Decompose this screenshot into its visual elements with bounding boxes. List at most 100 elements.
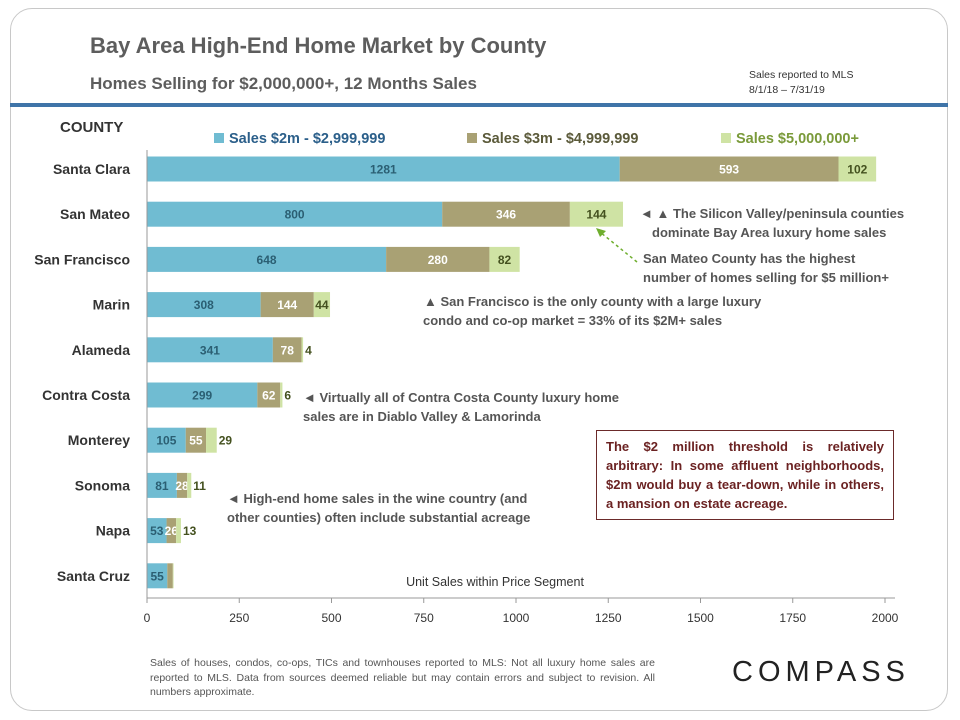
mls-note-line1: Sales reported to MLS [749,69,854,81]
bar-alameda-series-3 [301,337,304,363]
bar-san-mateo-series-1 [147,201,443,227]
data-label-napa-series-1: 53 [150,524,164,538]
annotation-sf-line-1: ▲ San Francisco is the only county with … [424,294,762,309]
bar-napa-series-3 [176,518,181,544]
category-label-san-francisco: San Francisco [34,251,130,267]
legend-swatch-3 [721,133,731,143]
legend-label-2: Sales $3m - $4,999,999 [482,131,638,147]
bar-santa-clara-series-3 [838,156,877,182]
compass-logo: COMPASS [732,656,910,688]
annotation-wine-line-1: ◄ High-end home sales in the wine countr… [227,491,527,506]
x-tick-label: 0 [144,611,151,625]
bar-santa-cruz-series-1 [147,563,168,589]
data-label-contra-costa-series-1: 299 [192,389,212,403]
bar-sonoma-series-2 [176,472,188,498]
bar-san-francisco-series-2 [386,246,490,272]
data-label-san-francisco-series-3: 82 [498,253,512,267]
annotation-silicon-line-1: ◄ ▲ The Silicon Valley/peninsula countie… [640,206,904,221]
data-label-napa-series-3: 13 [183,524,197,538]
legend-label-1: Sales $2m - $2,999,999 [229,131,385,147]
bar-monterey-series-2 [185,427,207,453]
category-label-santa-cruz: Santa Cruz [57,568,130,584]
bar-sonoma-series-1 [147,472,177,498]
category-label-sonoma: Sonoma [75,477,130,493]
data-label-alameda-series-2: 78 [281,343,295,357]
data-label-santa-clara-series-1: 1281 [370,163,397,177]
legend-label-3: Sales $5,000,000+ [736,131,859,147]
bar-monterey-series-3 [206,427,217,453]
category-label-santa-clara: Santa Clara [53,161,130,177]
bar-alameda-series-1 [147,337,273,363]
category-label-contra-costa: Contra Costa [42,387,130,403]
bar-sonoma-series-3 [187,472,192,498]
data-label-napa-series-2: 26 [165,524,179,538]
legend-swatch-1 [214,133,224,143]
san-mateo-arrowhead [596,228,606,237]
data-label-santa-cruz-series-1: 55 [150,569,164,583]
data-label-monterey-series-1: 105 [156,434,176,448]
chart-title: Bay Area High-End Home Market by County [90,33,547,58]
x-tick-label: 250 [229,611,249,625]
category-label-monterey: Monterey [68,432,130,448]
data-label-san-francisco-series-2: 280 [428,253,448,267]
bar-contra-costa-series-3 [280,382,283,408]
header-divider [10,103,948,107]
data-label-alameda-series-1: 341 [200,343,220,357]
threshold-callout: The $2 million threshold is relatively a… [596,430,894,520]
bar-san-mateo-series-3 [569,201,624,227]
bar-santa-clara-series-1 [147,156,620,182]
bar-alameda-series-2 [272,337,302,363]
data-label-contra-costa-series-3: 6 [284,389,291,403]
x-axis: 0 250 500 750 1000 1250 1500 1750 2000 [144,150,899,625]
bar-marin-series-1 [147,292,261,318]
legend-swatch-2 [467,133,477,143]
data-label-santa-clara-series-3: 102 [847,163,867,177]
category-label-alameda: Alameda [72,342,131,358]
x-tick-label: 1000 [503,611,530,625]
data-label-contra-costa-series-2: 62 [262,389,276,403]
annotation-silicon-line-2: dominate Bay Area luxury home sales [652,225,886,240]
bar-san-francisco-series-3 [489,246,520,272]
footer-disclaimer: Sales of houses, condos, co-ops, TICs an… [150,657,655,698]
x-axis-label: Unit Sales within Price Segment [406,575,584,589]
bar-marin-series-3 [313,292,331,318]
annotation-contracosta-line-2: sales are in Diablo Valley & Lamorinda [303,409,541,424]
data-label-sonoma-series-1: 81 [155,479,169,493]
chart-subtitle: Homes Selling for $2,000,000+, 12 Months… [90,74,477,93]
bar-san-mateo-series-2 [442,201,570,227]
mls-note: Sales reported to MLS 8/1/18 – 7/31/19 [749,68,853,98]
data-label-monterey-series-3: 29 [219,434,233,448]
annotation-sf-line-2: condo and co-op market = 33% of its $2M+… [423,313,722,328]
data-label-alameda-series-3: 4 [305,343,312,357]
bar-napa-series-2 [166,518,177,544]
data-label-marin-series-3: 44 [315,298,329,312]
data-label-sonoma-series-3: 11 [193,479,206,493]
x-tick-label: 2000 [872,611,899,625]
annotations: ◄ ▲ The Silicon Valley/peninsula countie… [227,206,904,525]
data-label-marin-series-2: 144 [277,298,297,312]
x-tick-label: 1500 [687,611,714,625]
bar-santa-clara-series-2 [619,156,839,182]
legend: Sales $2m - $2,999,999 Sales $3m - $4,999… [214,131,859,147]
x-tick-label: 750 [414,611,434,625]
bar-marin-series-2 [260,292,314,318]
bar-napa-series-1 [147,518,167,544]
data-label-marin-series-1: 308 [194,298,214,312]
bar-santa-cruz-series-3 [172,563,174,589]
mls-note-line2: 8/1/18 – 7/31/19 [749,84,825,96]
annotation-sanmateo-line-1: San Mateo County has the highest [643,251,856,266]
data-label-san-francisco-series-1: 648 [257,253,277,267]
category-header: COUNTY [60,119,123,136]
annotation-contracosta-line-1: ◄ Virtually all of Contra Costa County l… [303,390,619,405]
bar-san-francisco-series-1 [147,246,387,272]
category-label-marin: Marin [93,297,130,313]
category-label-napa: Napa [96,523,130,539]
bar-santa-cruz-series-2 [167,563,173,589]
category-label-san-mateo: San Mateo [60,206,130,222]
bar-monterey-series-1 [147,427,186,453]
san-mateo-arrow [599,231,638,263]
data-label-san-mateo-series-3: 144 [586,208,606,222]
data-label-san-mateo-series-2: 346 [496,208,516,222]
x-tick-label: 500 [321,611,341,625]
